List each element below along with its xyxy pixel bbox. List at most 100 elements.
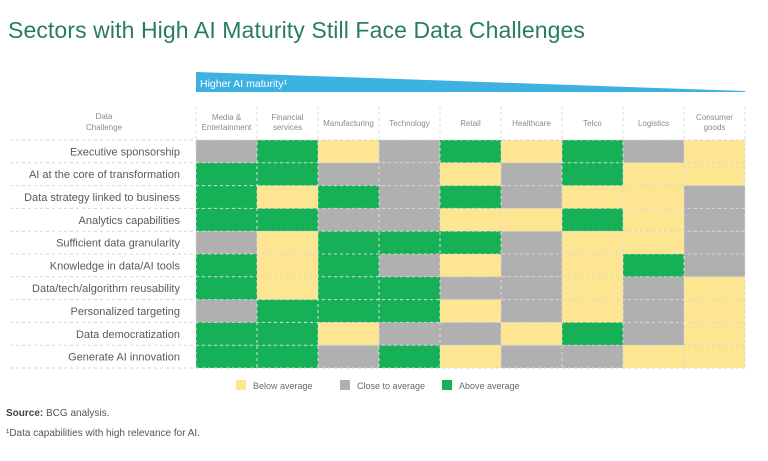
heatmap-cell: [501, 254, 562, 277]
heatmap-cell: [501, 299, 562, 323]
heatmap-cell: [257, 231, 318, 254]
heatmap-cell: [501, 231, 562, 254]
heatmap-cell: [257, 299, 318, 323]
heatmap-cell: [501, 345, 562, 368]
row-header-label: Data Challenge: [86, 112, 123, 132]
legend-swatch-close: [340, 380, 350, 390]
column-label: Retail: [460, 119, 481, 128]
heatmap-cell: [196, 345, 257, 368]
heatmap-cell: [196, 140, 257, 163]
heatmap-cell: [318, 208, 379, 232]
maturity-wedge: [196, 72, 745, 92]
source-text: BCG analysis.: [43, 408, 110, 419]
heatmap-cell: [562, 345, 623, 368]
heatmap-cell: [684, 185, 745, 209]
column-label: Healthcare: [512, 119, 551, 128]
row-label: AI at the core of transformation: [29, 169, 180, 181]
heatmap-cell: [196, 162, 257, 186]
heatmap-cell: [379, 276, 440, 300]
row-label: Data strategy linked to business: [24, 192, 180, 204]
heatmap-cell: [318, 276, 379, 300]
heatmap-cell: [562, 322, 623, 346]
heatmap-cell: [501, 276, 562, 300]
heatmap-cell: [562, 231, 623, 254]
row-label: Data democratization: [76, 329, 180, 341]
heatmap-cell: [623, 299, 684, 323]
heatmap-cell: [501, 140, 562, 163]
heatmap-cell: [440, 276, 501, 300]
heatmap-cell: [257, 185, 318, 209]
legend-swatch-below: [236, 380, 246, 390]
column-label: Manufacturing: [323, 119, 374, 128]
chart-title: Sectors with High AI Maturity Still Face…: [8, 17, 586, 43]
heatmap-cell: [684, 254, 745, 277]
heatmap-cell: [440, 185, 501, 209]
heatmap-cell: [379, 345, 440, 368]
heatmap-cell: [379, 299, 440, 323]
heatmap-cell: [379, 208, 440, 232]
column-headers: Data Challenge Media & Entertainment Financi…: [86, 112, 733, 132]
heatmap-cell: [440, 231, 501, 254]
column-label: Telco: [583, 119, 602, 128]
row-label: Executive sponsorship: [70, 146, 180, 158]
column-label: Media & Entertainment: [202, 113, 253, 132]
column-label: Logistics: [638, 119, 669, 128]
heatmap-cell: [196, 276, 257, 300]
heatmap-cell: [257, 254, 318, 277]
heatmap-cell: [440, 140, 501, 163]
column-label: Consumer goods: [696, 113, 733, 132]
heatmap-cell: [684, 322, 745, 346]
heatmap-cell: [623, 162, 684, 186]
heatmap-cell: [379, 322, 440, 346]
legend-label-below: Below average: [253, 381, 313, 391]
heatmap-cell: [257, 345, 318, 368]
row-label: Personalized targeting: [71, 306, 180, 318]
heatmap-cell: [562, 299, 623, 323]
row-label: Knowledge in data/AI tools: [50, 260, 181, 272]
heatmap-cell: [623, 276, 684, 300]
heatmap-cell: [318, 345, 379, 368]
heatmap-cell: [257, 162, 318, 186]
heatmap-cell: [318, 162, 379, 186]
heatmap-cell: [318, 231, 379, 254]
heatmap-cells: [196, 140, 745, 368]
heatmap-cell: [379, 162, 440, 186]
heatmap-cell: [562, 208, 623, 232]
heatmap-cell: [379, 254, 440, 277]
heatmap-cell: [684, 208, 745, 232]
heatmap-cell: [623, 322, 684, 346]
column-label: Financial services: [271, 113, 303, 132]
heatmap-cell: [623, 185, 684, 209]
heatmap-cell: [379, 185, 440, 209]
heatmap-cell: [196, 208, 257, 232]
heatmap-cell: [623, 345, 684, 368]
row-label: Generate AI innovation: [68, 352, 180, 364]
heatmap-cell: [318, 254, 379, 277]
heatmap-cell: [196, 299, 257, 323]
heatmap-cell: [623, 208, 684, 232]
legend-swatch-above: [442, 380, 452, 390]
heatmap-cell: [318, 140, 379, 163]
footnote: ¹Data capabilities with high relevance f…: [6, 428, 200, 439]
heatmap-cell: [440, 345, 501, 368]
heatmap-cell: [684, 345, 745, 368]
row-label: Analytics capabilities: [79, 215, 181, 227]
source-label: Source:: [6, 408, 44, 419]
heatmap-cell: [257, 276, 318, 300]
heatmap-cell: [379, 231, 440, 254]
heatmap-cell: [379, 140, 440, 163]
heatmap-cell: [684, 140, 745, 163]
row-label: Sufficient data granularity: [56, 238, 180, 250]
source-note: Source: BCG analysis.: [6, 408, 109, 419]
row-label: Data/tech/algorithm reusability: [32, 283, 180, 295]
heatmap-cell: [562, 162, 623, 186]
heatmap-cell: [623, 231, 684, 254]
heatmap-cell: [562, 140, 623, 163]
heatmap-cell: [440, 162, 501, 186]
heatmap-cell: [196, 322, 257, 346]
maturity-arrow: Higher AI maturity¹: [196, 72, 745, 92]
heatmap-cell: [196, 231, 257, 254]
heatmap-cell: [501, 162, 562, 186]
heatmap-cell: [257, 322, 318, 346]
